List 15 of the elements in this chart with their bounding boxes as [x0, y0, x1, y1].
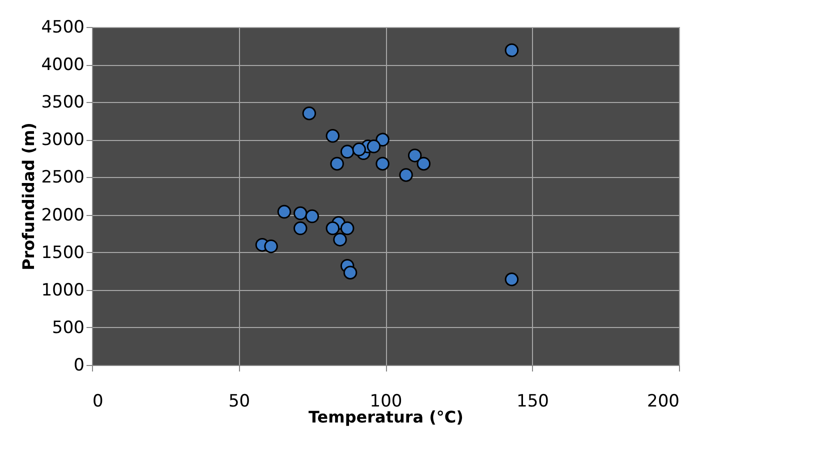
y-tick-label: 2500: [41, 168, 84, 188]
y-tick-label: 4500: [41, 18, 84, 38]
y-axis-title: Profundidad (m): [19, 122, 38, 270]
x-tick-label: 200: [647, 392, 680, 412]
x-tick-label: 150: [516, 392, 549, 412]
y-tick-label: 3000: [41, 130, 84, 150]
y-tick-label: 1000: [41, 280, 84, 300]
y-tick-label: 2000: [41, 205, 84, 226]
y-tick-label: 500: [52, 318, 84, 338]
y-tick-label: 0: [74, 356, 84, 376]
y-tick-label: 1500: [41, 242, 84, 263]
x-tick-label: 50: [228, 392, 250, 412]
y-tick-label: 3500: [41, 92, 84, 113]
y-tick-label: 4000: [41, 55, 84, 76]
x-tick-label: 0: [92, 392, 104, 412]
